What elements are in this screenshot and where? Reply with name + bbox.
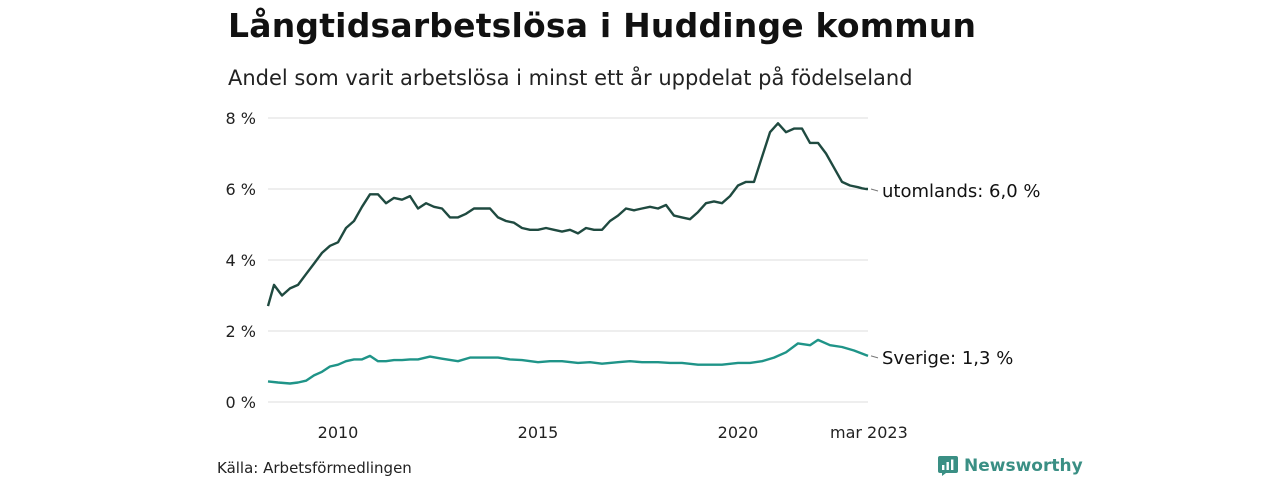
- y-tick-label: 2 %: [226, 322, 256, 341]
- gridlines: [268, 117, 868, 403]
- series-end-labels: utomlands: 6,0 % Sverige: 1,3 %: [870, 181, 1041, 369]
- y-tick-label: 4 %: [226, 251, 256, 270]
- y-axis-ticks: 0 % 2 % 4 % 6 % 8 %: [226, 109, 256, 412]
- x-tick-label: 2015: [518, 423, 559, 442]
- series-line-1: [267, 338, 869, 385]
- brand-name: Newsworthy: [964, 456, 1083, 476]
- x-tick-label: mar 2023: [830, 423, 908, 442]
- series-lines: [266, 122, 869, 385]
- x-tick-label: 2010: [318, 423, 359, 442]
- bar-chart-icon: [938, 456, 958, 476]
- label-leader: [870, 355, 879, 359]
- series-line-0: [266, 122, 868, 307]
- series-end-label: Sverige: 1,3 %: [882, 348, 1013, 369]
- brand-logo: Newsworthy: [938, 456, 1083, 476]
- label-leader: [870, 188, 879, 192]
- y-tick-label: 6 %: [226, 180, 256, 199]
- y-tick-label: 8 %: [226, 109, 256, 128]
- source-note: Källa: Arbetsförmedlingen: [217, 459, 412, 477]
- x-axis-ticks: 2010 2015 2020 mar 2023: [318, 423, 908, 442]
- x-tick-label: 2020: [718, 423, 759, 442]
- chart-title: Långtidsarbetslösa i Huddinge kommun: [228, 6, 977, 45]
- y-tick-label: 0 %: [226, 393, 256, 412]
- chart-subtitle: Andel som varit arbetslösa i minst ett å…: [228, 66, 913, 90]
- series-end-label: utomlands: 6,0 %: [882, 181, 1041, 202]
